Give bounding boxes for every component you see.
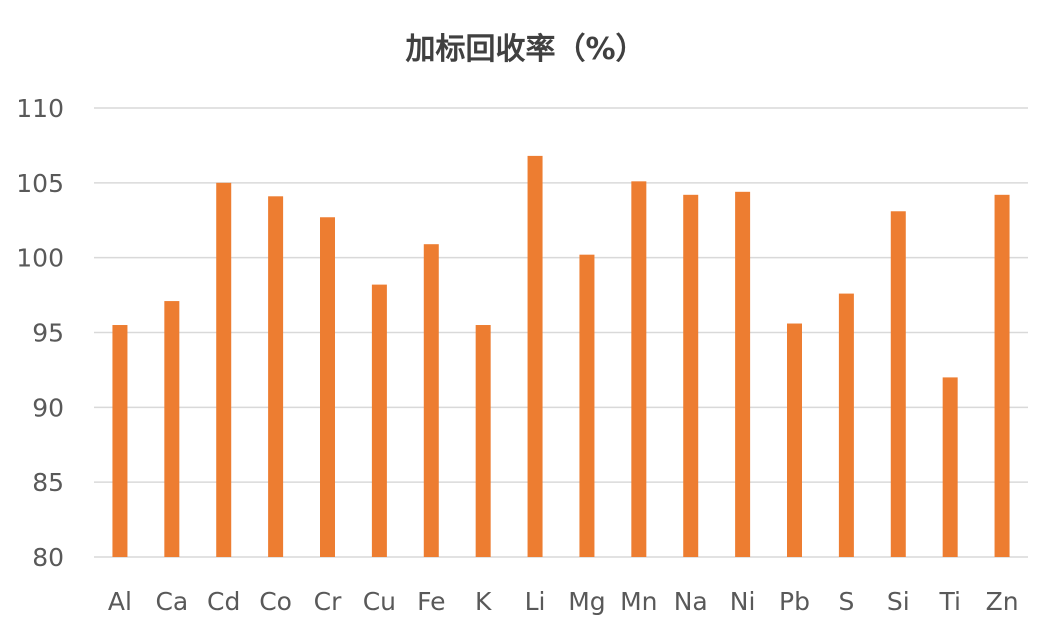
- bar-al: [112, 325, 128, 557]
- x-tick-label: Cd: [207, 587, 240, 616]
- bar-mg: [579, 254, 595, 557]
- bar-fe: [423, 244, 439, 558]
- bar-li: [527, 155, 543, 558]
- bar-cr: [320, 217, 335, 558]
- y-tick-label: 100: [16, 244, 64, 273]
- bar-mn: [631, 181, 647, 557]
- x-tick-label: Cu: [363, 587, 396, 616]
- x-tick-label: S: [838, 587, 854, 616]
- x-axis: Al Ca Cd Co Cr Cu Fe K Li Mg Mn Na Ni Pb S Si Ti Zn: [108, 587, 1019, 616]
- x-tick-label: Cr: [314, 587, 342, 616]
- bar-si: [890, 211, 906, 557]
- y-tick-label: 90: [32, 393, 64, 422]
- bar-ni: [735, 191, 751, 557]
- y-tick-label: 85: [32, 468, 64, 497]
- y-tick-label: 110: [16, 94, 64, 123]
- x-tick-label: Si: [887, 587, 910, 616]
- x-tick-label: Ti: [938, 587, 960, 616]
- bar-ti: [942, 377, 958, 557]
- y-tick-label: 80: [32, 543, 64, 572]
- bars: [112, 155, 1010, 558]
- bar-k: [475, 325, 491, 557]
- bar-cu: [371, 284, 387, 557]
- chart-title: 加标回收率（%）: [405, 32, 646, 67]
- x-tick-label: Na: [674, 587, 708, 616]
- x-tick-label: Fe: [417, 587, 445, 616]
- x-tick-label: Pb: [779, 587, 810, 616]
- x-tick-label: Co: [259, 587, 292, 616]
- x-tick-label: Ca: [155, 587, 188, 616]
- bar-s: [838, 293, 854, 557]
- y-tick-label: 95: [32, 319, 64, 348]
- bar-cd: [216, 182, 232, 558]
- x-tick-label: Mg: [568, 587, 605, 616]
- x-tick-label: Ni: [730, 587, 756, 616]
- x-tick-label: Zn: [986, 587, 1019, 616]
- x-tick-label: K: [475, 587, 492, 616]
- bar-ca: [164, 301, 180, 557]
- x-tick-label: Li: [525, 587, 546, 616]
- y-tick-label: 105: [16, 169, 64, 198]
- bar-co: [268, 196, 284, 557]
- y-axis: 80 85 90 95 100 105 110: [16, 94, 64, 572]
- gridlines: [94, 107, 1028, 558]
- x-tick-label: Mn: [620, 587, 657, 616]
- bar-pb: [787, 323, 802, 557]
- bar-na: [683, 194, 699, 557]
- bar-zn: [994, 194, 1010, 557]
- x-tick-label: Al: [108, 587, 132, 616]
